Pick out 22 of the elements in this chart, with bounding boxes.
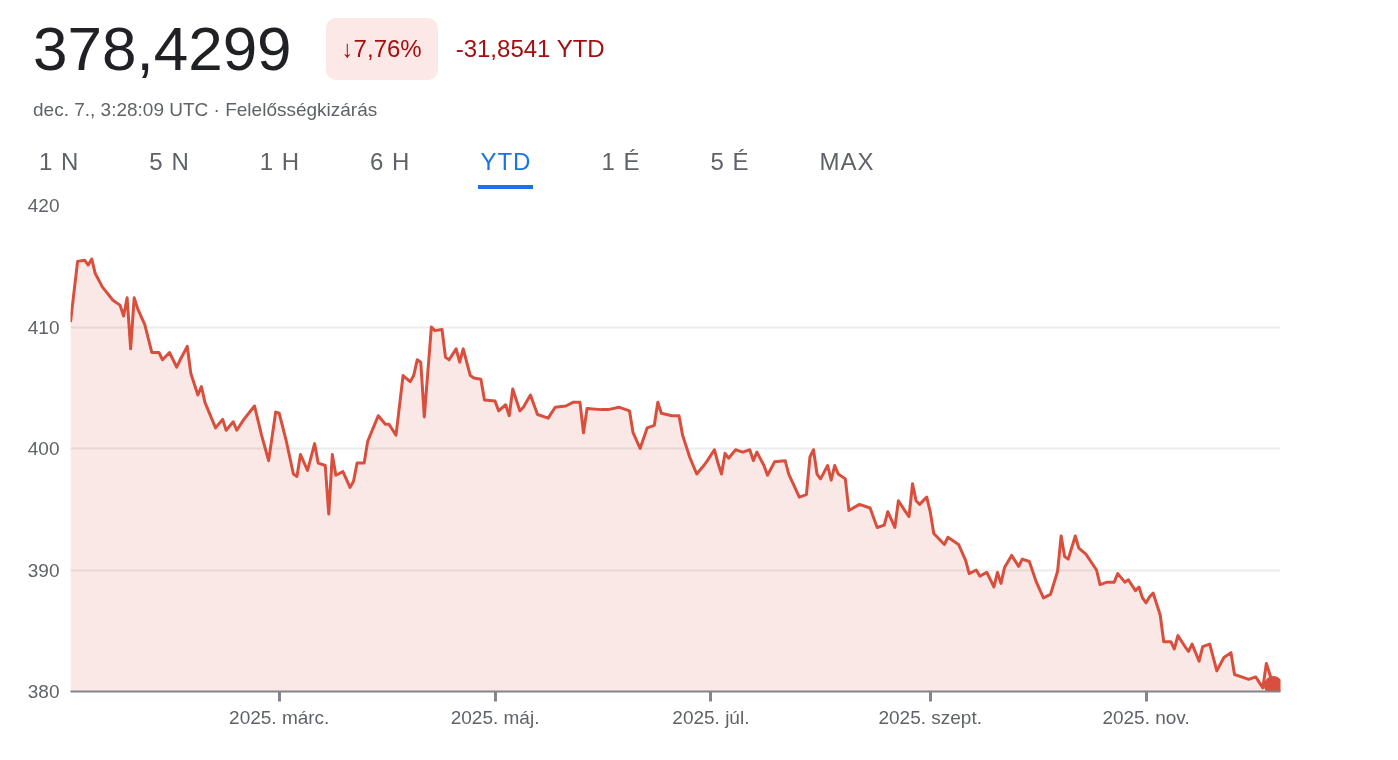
text: 1 É [600, 146, 642, 177]
y-tick-label: 380 [27, 681, 60, 702]
x-tick-label: 2025. júl. [672, 706, 750, 728]
x-tick-label: 2025. nov. [1102, 706, 1190, 728]
y-tick-label: 420 [27, 195, 60, 216]
x-tick-label: 2025. szept. [878, 706, 983, 728]
text: ↓7,76% [325, 18, 438, 81]
text: MAX [818, 146, 876, 177]
y-tick-label: 400 [27, 438, 60, 459]
text: 5 É [709, 146, 751, 177]
x-tick-label: 2025. máj. [450, 706, 540, 728]
chart-title: 378,4299 [33, 13, 292, 85]
x-tick-label: 2025. márc. [229, 706, 330, 728]
text: dec. 7., 3:28:09 UTC · Felelősségkizárás [33, 97, 379, 122]
y-tick-label: 410 [27, 316, 60, 338]
text: 1 H [258, 146, 302, 177]
text: -31,8541 YTD [455, 34, 605, 65]
text: 6 H [369, 146, 412, 177]
text: 5 N [148, 146, 191, 177]
y-tick-label: 390 [27, 559, 60, 581]
text: YTD [478, 144, 534, 189]
text: 1 N [38, 146, 81, 177]
